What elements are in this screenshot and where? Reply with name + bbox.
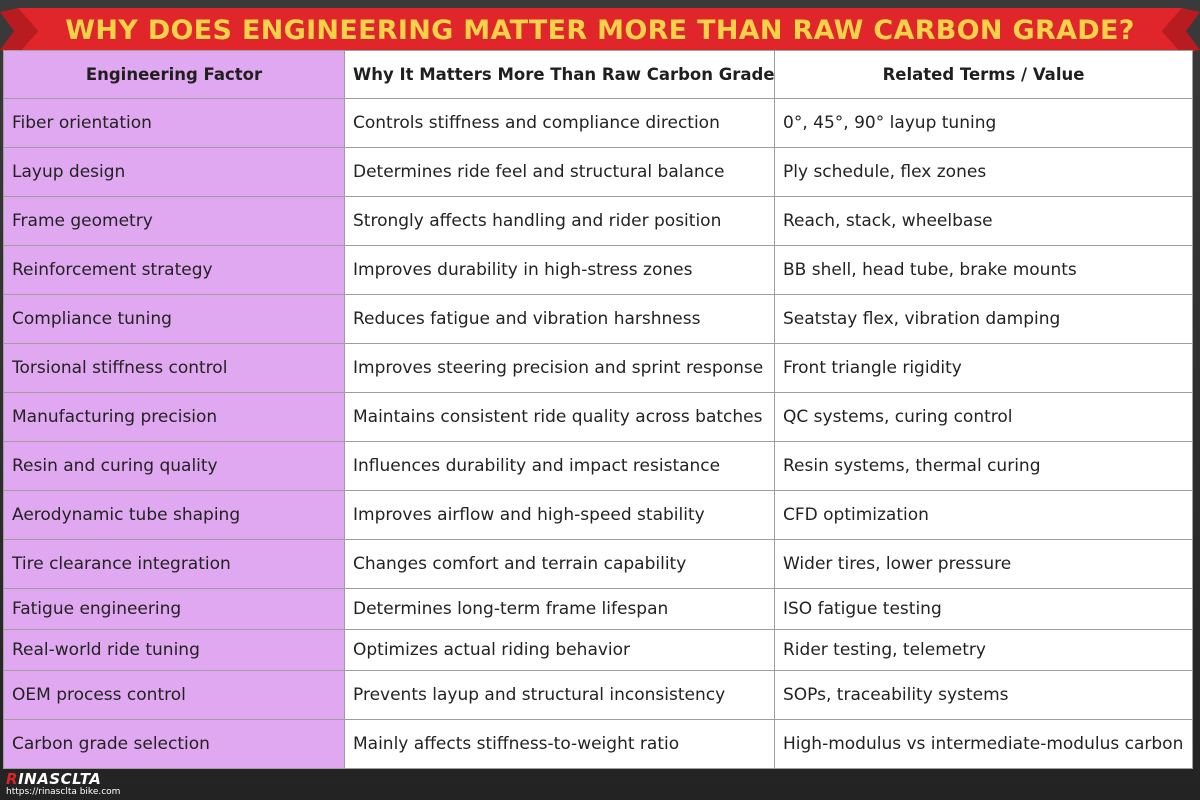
- reason-cell: Improves steering precision and sprint r…: [344, 343, 775, 393]
- table-row: Reinforcement strategy Improves durabili…: [3, 245, 1193, 295]
- reason-cell: Improves durability in high-stress zones: [344, 245, 775, 295]
- table-row: Aerodynamic tube shaping Improves airflo…: [3, 490, 1193, 540]
- terms-cell: QC systems, curing control: [774, 392, 1193, 442]
- banner-ribbon: [0, 8, 1200, 54]
- reason-cell: Determines ride feel and structural bala…: [344, 147, 775, 197]
- terms-cell: Wider tires, lower pressure: [774, 539, 1193, 589]
- factor-cell: Fatigue engineering: [3, 588, 345, 630]
- factor-cell: Real-world ride tuning: [3, 629, 345, 671]
- comparison-table-container: Engineering Factor Why It Matters More T…: [3, 50, 1193, 769]
- terms-cell: ISO fatigue testing: [774, 588, 1193, 630]
- terms-cell: 0°, 45°, 90° layup tuning: [774, 98, 1193, 148]
- factor-cell: Resin and curing quality: [3, 441, 345, 491]
- reason-cell: Changes comfort and terrain capability: [344, 539, 775, 589]
- table-row: Real-world ride tuning Optimizes actual …: [3, 629, 1193, 671]
- header-engineering-factor: Engineering Factor: [3, 50, 345, 99]
- table-row: Torsional stiffness control Improves ste…: [3, 343, 1193, 393]
- reason-cell: Strongly affects handling and rider posi…: [344, 196, 775, 246]
- table-row: OEM process control Prevents layup and s…: [3, 670, 1193, 720]
- page-title: WHY DOES ENGINEERING MATTER MORE THAN RA…: [65, 15, 1135, 46]
- reason-cell: Prevents layup and structural inconsiste…: [344, 670, 775, 720]
- terms-cell: Seatstay flex, vibration damping: [774, 294, 1193, 344]
- header-why-it-matters: Why It Matters More Than Raw Carbon Grad…: [344, 50, 775, 99]
- table-row: Tire clearance integration Changes comfo…: [3, 539, 1193, 589]
- table-row: Fatigue engineering Determines long-term…: [3, 588, 1193, 630]
- terms-cell: High-modulus vs intermediate-modulus car…: [774, 719, 1193, 769]
- brand-wordmark-initial: R: [6, 770, 19, 788]
- factor-cell: Torsional stiffness control: [3, 343, 345, 393]
- table-row: Frame geometry Strongly affects handling…: [3, 196, 1193, 246]
- reason-cell: Optimizes actual riding behavior: [344, 629, 775, 671]
- reason-cell: Controls stiffness and compliance direct…: [344, 98, 775, 148]
- terms-cell: Resin systems, thermal curing: [774, 441, 1193, 491]
- reason-cell: Determines long-term frame lifespan: [344, 588, 775, 630]
- table-row: Compliance tuning Reduces fatigue and vi…: [3, 294, 1193, 344]
- terms-cell: Ply schedule, flex zones: [774, 147, 1193, 197]
- factor-cell: Manufacturing precision: [3, 392, 345, 442]
- title-banner: WHY DOES ENGINEERING MATTER MORE THAN RA…: [0, 8, 1200, 54]
- terms-cell: Front triangle rigidity: [774, 343, 1193, 393]
- brand-wordmark: RINASCLTA: [6, 772, 120, 787]
- table-row: Carbon grade selection Mainly affects st…: [3, 719, 1193, 769]
- table-row: Fiber orientation Controls stiffness and…: [3, 98, 1193, 148]
- reason-cell: Improves airflow and high-speed stabilit…: [344, 490, 775, 540]
- factor-cell: Frame geometry: [3, 196, 345, 246]
- brand-wordmark-rest: INASCLTA: [18, 770, 102, 788]
- table-row: Resin and curing quality Influences dura…: [3, 441, 1193, 491]
- reason-cell: Influences durability and impact resista…: [344, 441, 775, 491]
- factor-cell: Carbon grade selection: [3, 719, 345, 769]
- terms-cell: Reach, stack, wheelbase: [774, 196, 1193, 246]
- terms-cell: BB shell, head tube, brake mounts: [774, 245, 1193, 295]
- table-row: Manufacturing precision Maintains consis…: [3, 392, 1193, 442]
- factor-cell: Compliance tuning: [3, 294, 345, 344]
- factor-cell: Tire clearance integration: [3, 539, 345, 589]
- terms-cell: Rider testing, telemetry: [774, 629, 1193, 671]
- brand-logo: RINASCLTA https://rinasclta bike.com: [6, 772, 120, 798]
- factor-cell: Reinforcement strategy: [3, 245, 345, 295]
- factor-cell: Fiber orientation: [3, 98, 345, 148]
- factor-cell: OEM process control: [3, 670, 345, 720]
- reason-cell: Reduces fatigue and vibration harshness: [344, 294, 775, 344]
- factor-cell: Aerodynamic tube shaping: [3, 490, 345, 540]
- comparison-table: Engineering Factor Why It Matters More T…: [3, 50, 1193, 769]
- terms-cell: SOPs, traceability systems: [774, 670, 1193, 720]
- terms-cell: CFD optimization: [774, 490, 1193, 540]
- header-related-terms: Related Terms / Value: [774, 50, 1193, 99]
- factor-cell: Layup design: [3, 147, 345, 197]
- table-header-row: Engineering Factor Why It Matters More T…: [3, 50, 1193, 99]
- brand-url: https://rinasclta bike.com: [6, 787, 121, 797]
- reason-cell: Maintains consistent ride quality across…: [344, 392, 775, 442]
- reason-cell: Mainly affects stiffness-to-weight ratio: [344, 719, 775, 769]
- table-row: Layup design Determines ride feel and st…: [3, 147, 1193, 197]
